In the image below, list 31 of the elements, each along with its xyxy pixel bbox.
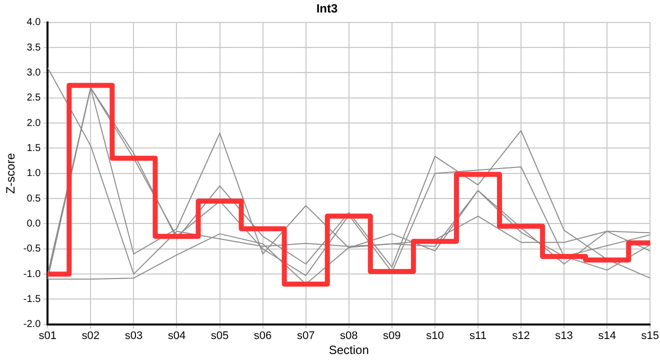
y-tick-label: 0.0 bbox=[26, 218, 42, 230]
y-tick-label: 3.0 bbox=[26, 67, 42, 78]
x-axis-title: Section bbox=[328, 343, 369, 358]
y-tick-label: 1.5 bbox=[26, 142, 42, 154]
x-tick-label: s06 bbox=[254, 330, 272, 342]
x-tick-label: s02 bbox=[82, 330, 100, 342]
x-tick-label: s15 bbox=[641, 330, 660, 342]
x-tick-label: s05 bbox=[210, 330, 229, 342]
x-tick-label: s14 bbox=[598, 330, 616, 342]
x-tick-label: s03 bbox=[124, 330, 143, 342]
x-tick-label: s01 bbox=[38, 330, 57, 342]
y-tick-label: 0.5 bbox=[26, 193, 42, 204]
y-tick-label: 1.0 bbox=[26, 168, 42, 180]
y-axis-title: Z-score bbox=[4, 152, 18, 194]
y-tick-label: -1.0 bbox=[23, 268, 42, 280]
x-tick-label: s08 bbox=[340, 330, 358, 342]
y-tick-label: -1.5 bbox=[23, 294, 42, 305]
x-tick-label: s09 bbox=[383, 330, 401, 342]
x-tick-label: s10 bbox=[426, 330, 444, 342]
x-tick-label: s07 bbox=[296, 330, 315, 342]
y-tick-label: 4.0 bbox=[26, 17, 42, 28]
y-tick-label: -2.0 bbox=[23, 319, 42, 330]
y-tick-label: -0.5 bbox=[23, 244, 42, 255]
x-tick-label: s12 bbox=[512, 330, 530, 342]
y-tick-label: 2.0 bbox=[26, 118, 42, 129]
chart-title: Int3 bbox=[316, 2, 338, 16]
x-tick-label: s13 bbox=[555, 330, 573, 342]
x-tick-label: s04 bbox=[168, 330, 186, 342]
y-tick-label: 3.5 bbox=[26, 42, 42, 54]
y-tick-label: 2.5 bbox=[26, 92, 42, 104]
x-tick-label: s11 bbox=[470, 330, 486, 342]
